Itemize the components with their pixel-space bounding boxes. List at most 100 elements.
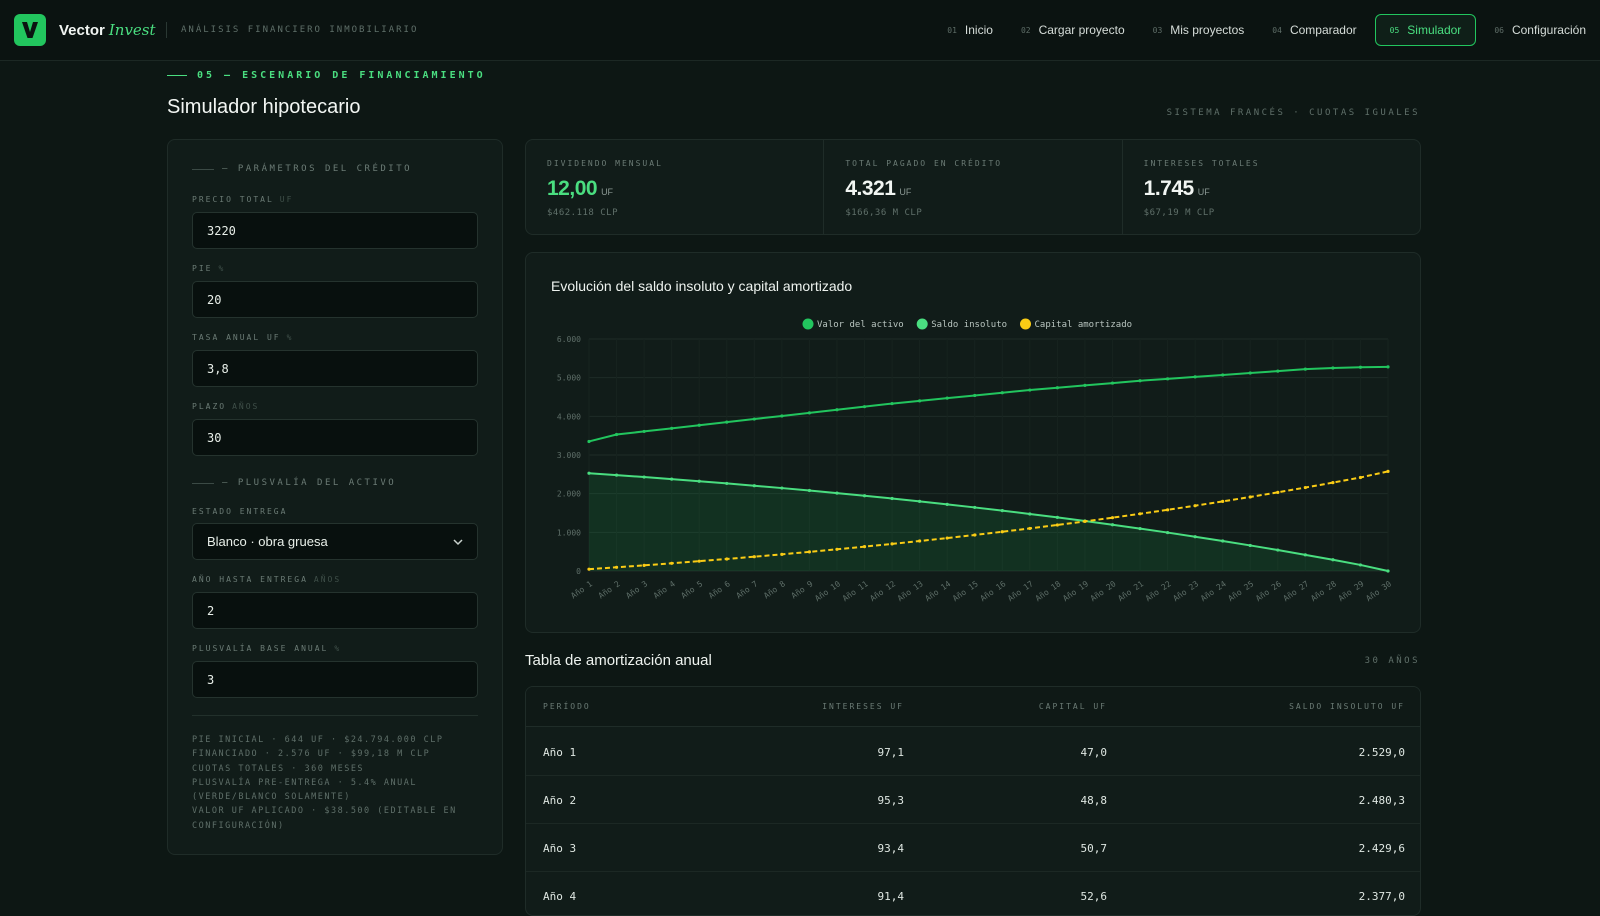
stat-unit: UF — [1197, 187, 1210, 197]
x-tick-label: Año 10 — [813, 579, 842, 603]
data-point — [807, 550, 812, 554]
data-point — [1276, 369, 1280, 373]
data-point — [973, 533, 977, 537]
x-tick-label: Año 14 — [923, 579, 952, 603]
plazo-input[interactable] — [192, 419, 478, 456]
data-point — [835, 408, 839, 412]
nav-item-cargar-proyecto[interactable]: 02 Cargar proyecto — [1007, 14, 1139, 46]
data-point — [1000, 391, 1004, 395]
data-point — [1248, 543, 1252, 548]
nav-item-comparador[interactable]: 04 Comparador — [1258, 14, 1370, 46]
credit-section-heading: — PARÁMETROS DEL CRÉDITO — [192, 164, 412, 174]
data-point — [670, 561, 674, 565]
stat-label: DIVIDENDO MENSUAL — [547, 159, 663, 168]
x-tick-label: Año 20 — [1089, 579, 1118, 603]
x-tick-label: Año 5 — [679, 579, 704, 600]
data-point — [807, 488, 812, 493]
nav-item-label: Mis proyectos — [1170, 23, 1245, 37]
x-tick-label: Año 23 — [1171, 579, 1200, 603]
nav-item-number: 05 — [1389, 25, 1400, 35]
data-point — [862, 545, 867, 549]
table-cell: 50,7 — [1080, 842, 1108, 855]
credit-summary: PIE INICIAL · 644 UF · $24.794.000 CLP FI… — [192, 733, 482, 833]
y-tick-label: 1.000 — [557, 528, 581, 537]
data-point — [780, 552, 784, 556]
stat-unit: UF — [601, 187, 614, 197]
x-tick-label: Año 8 — [762, 579, 787, 600]
data-point — [780, 414, 784, 418]
data-point — [1276, 490, 1280, 494]
table-row: Año 3 93,4 50,7 2.429,6 — [526, 824, 1420, 872]
tasa-anual-input[interactable] — [192, 350, 478, 387]
nav-item-mis-proyectos[interactable]: 03 Mis proyectos — [1139, 14, 1259, 46]
data-point — [1303, 367, 1307, 371]
legend-swatch — [1020, 318, 1031, 330]
data-point — [752, 555, 756, 559]
data-point — [670, 477, 674, 481]
estado-entrega-select[interactable]: Blanco · obra gruesa — [192, 523, 478, 560]
precio-total-input[interactable] — [192, 212, 478, 249]
x-tick-label: Año 21 — [1116, 579, 1145, 603]
table-header-cell: CAPITAL UF — [1038, 702, 1107, 711]
data-point — [1110, 523, 1115, 527]
table-cell: 2.377,0 — [1358, 890, 1405, 903]
data-point — [1193, 504, 1197, 508]
nav-item-number: 02 — [1020, 25, 1031, 35]
stat-value: 1.745 UF — [1143, 177, 1210, 200]
series-line-saldo-insoluto — [588, 472, 1389, 572]
x-tick-label: Año 11 — [841, 579, 870, 603]
estado-label: ESTADO ENTREGA — [192, 507, 288, 516]
nav-item-configuración[interactable]: 06 Configuración — [1480, 14, 1600, 46]
data-point — [1110, 516, 1115, 520]
data-point — [1083, 383, 1087, 387]
logo[interactable] — [14, 14, 46, 46]
data-point — [752, 417, 756, 421]
data-point — [835, 547, 839, 551]
x-tick-label: Año 30 — [1364, 579, 1393, 603]
data-point — [1331, 366, 1335, 370]
data-point — [725, 420, 729, 424]
page-meta: SISTEMA FRANCÉS · CUOTAS IGUALES — [1166, 108, 1420, 118]
x-tick-label: Año 6 — [707, 579, 732, 600]
nav-item-label: Comparador — [1289, 23, 1357, 37]
stat-sub: $67,19 M CLP — [1143, 208, 1215, 218]
data-point — [1028, 526, 1032, 531]
anio-entrega-input[interactable] — [192, 592, 478, 629]
table-row: Año 2 95,3 48,8 2.480,3 — [526, 776, 1420, 824]
plusvalia-base-label: PLUSVALÍA BASE ANUAL% — [192, 644, 342, 653]
stats-bar: DIVIDENDO MENSUAL 12,00 UF $462.118 CLP TOTA… — [525, 139, 1421, 235]
data-point — [1000, 509, 1004, 513]
data-point — [1303, 553, 1307, 557]
table-cell: 2.480,3 — [1358, 794, 1405, 807]
data-point — [642, 429, 646, 434]
nav-item-simulador[interactable]: 05 Simulador — [1374, 14, 1477, 46]
nav-item-label: Simulador — [1407, 23, 1462, 37]
data-point — [614, 473, 619, 477]
x-tick-label: Año 9 — [790, 579, 815, 600]
stat-sub: $166,36 M CLP — [845, 208, 923, 218]
panel-divider — [192, 715, 478, 716]
table-cell: 2.529,0 — [1358, 746, 1405, 759]
data-point — [1331, 558, 1335, 562]
data-point — [918, 539, 922, 543]
x-tick-label: Año 3 — [624, 579, 649, 600]
nav-item-number: 04 — [1272, 25, 1282, 35]
summary-line: FINANCIADO · 2.576 UF · $99,18 M CLP — [192, 749, 431, 760]
data-point — [752, 484, 756, 488]
data-point — [587, 471, 591, 475]
precio-label: PRECIO TOTAL UF — [192, 195, 294, 204]
x-tick-label: Año 24 — [1199, 579, 1228, 603]
data-point — [1055, 386, 1059, 390]
page-title: Simulador hipotecario — [167, 96, 361, 118]
data-point — [1083, 519, 1087, 523]
pie-input[interactable] — [192, 281, 478, 318]
y-tick-label: 3.000 — [557, 451, 581, 460]
stat-label: TOTAL PAGADO EN CRÉDITO — [845, 159, 1003, 168]
data-point — [918, 399, 922, 403]
data-point — [945, 502, 949, 506]
x-tick-label: Año 17 — [1006, 579, 1035, 603]
nav-item-inicio[interactable]: 01 Inicio — [933, 14, 1007, 46]
table-cell: 95,3 — [877, 794, 905, 807]
plusvalia-base-input[interactable] — [192, 661, 478, 698]
data-point — [1386, 569, 1390, 573]
